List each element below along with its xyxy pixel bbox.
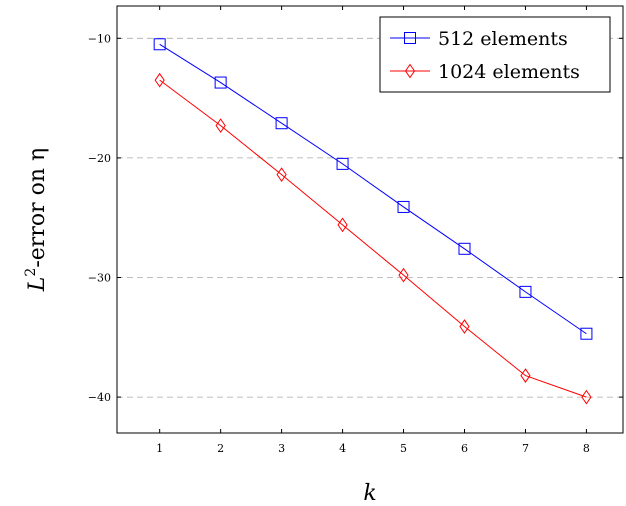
axis-ticks: −10 −20 −30 −40 1 2 3 4 5 6 7 8 <box>88 6 623 455</box>
y-axis-title-rest: -error on η <box>25 148 50 268</box>
legend-box <box>379 16 611 93</box>
data-point-square <box>580 327 593 340</box>
series-line <box>159 79 587 398</box>
data-point-square <box>397 200 410 213</box>
y-axis-title-base: L <box>25 277 50 293</box>
data-point-square <box>214 76 227 89</box>
series-group <box>153 38 593 405</box>
x-tick-label: 4 <box>339 442 346 455</box>
data-point-diamond <box>215 118 226 133</box>
data-point-diamond <box>404 63 416 79</box>
x-tick-label: 6 <box>461 442 468 455</box>
y-tick-label: −40 <box>88 391 111 404</box>
x-tick-label: 1 <box>156 442 163 455</box>
legend-item-1: 512 elements <box>390 28 568 50</box>
data-point-diamond <box>154 72 165 88</box>
legend-item-2: 1024 elements <box>390 61 580 83</box>
data-point-diamond <box>398 267 409 283</box>
x-tick-label: 7 <box>522 442 529 455</box>
data-point-square <box>458 242 471 255</box>
series-2 <box>154 72 592 405</box>
series-line <box>159 43 587 335</box>
x-axis-title: k <box>363 481 376 506</box>
x-tick-label: 3 <box>278 442 285 455</box>
x-tick-label: 8 <box>583 442 590 455</box>
plot-area-frame <box>116 5 624 434</box>
y-tick-label: −10 <box>88 32 111 45</box>
data-point-square <box>519 285 532 298</box>
y-tick-label: −30 <box>88 272 111 285</box>
x-tick-label: 2 <box>217 442 224 455</box>
data-point-diamond <box>459 319 470 334</box>
data-point-square <box>153 38 166 51</box>
data-point-diamond <box>581 389 592 405</box>
data-point-diamond <box>520 368 531 383</box>
data-point-square <box>336 157 349 170</box>
x-tick-label: 5 <box>400 442 407 455</box>
data-point-square <box>275 117 288 130</box>
legend: 512 elements 1024 elements <box>379 16 611 93</box>
y-tick-label: −20 <box>88 152 111 165</box>
series-1 <box>153 38 593 340</box>
legend-label: 512 elements <box>438 28 568 50</box>
data-point-diamond <box>337 217 348 233</box>
y-axis-title-superscript: 2 <box>23 268 39 277</box>
data-point-diamond <box>276 167 287 183</box>
y-axis-title: L2-error on η <box>23 148 50 292</box>
data-point-square <box>404 32 416 44</box>
legend-label: 1024 elements <box>438 61 580 83</box>
